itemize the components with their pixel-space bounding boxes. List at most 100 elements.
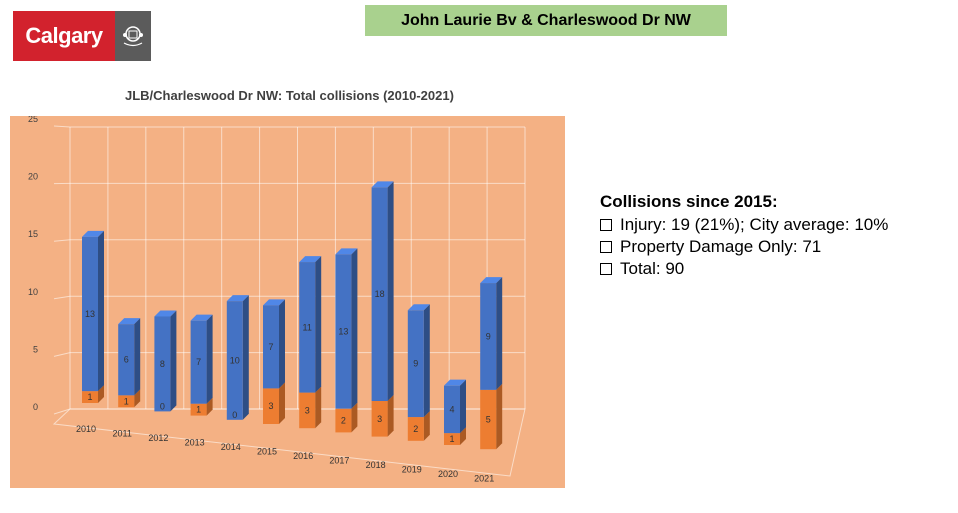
x-tick-label: 2012 <box>148 433 168 443</box>
bar-side-blue <box>279 299 285 389</box>
bar-segment-blue <box>263 305 279 389</box>
gridline-side <box>53 125 71 128</box>
gridline-side <box>53 295 71 300</box>
summary-item-label: Property Damage Only: 71 <box>620 237 822 256</box>
bar-top-blue <box>371 181 394 188</box>
collisions-bar-chart: 0510152025131201061201180201271201310020… <box>28 116 526 484</box>
x-tick-label: 2014 <box>221 442 241 452</box>
y-tick-label: 25 <box>28 116 38 124</box>
data-label-blue: 11 <box>303 322 312 332</box>
data-label-orange: 1 <box>124 396 129 406</box>
checkbox-icon <box>600 241 612 253</box>
data-label-orange: 1 <box>196 405 201 415</box>
bar-segment-blue <box>82 236 98 392</box>
bar-segment-orange <box>335 408 352 433</box>
bar-side-blue <box>206 314 213 404</box>
bar-segment-orange <box>190 403 207 416</box>
bar-top-blue <box>82 230 104 237</box>
bar-top-blue <box>226 295 249 302</box>
bar-segment-orange <box>263 388 279 424</box>
data-label-blue: 13 <box>85 309 95 319</box>
data-label-orange: 2 <box>413 424 418 434</box>
data-label-orange: 5 <box>486 415 491 425</box>
chart-title: JLB/Charleswood Dr NW: Total collisions … <box>125 88 454 103</box>
gridline-side <box>53 408 71 415</box>
bar-side-orange <box>98 385 104 403</box>
checkbox-icon <box>600 263 612 275</box>
bar-segment-orange <box>371 401 388 437</box>
data-label-blue: 9 <box>486 331 491 341</box>
data-label-blue: 4 <box>449 404 454 414</box>
gridline-side <box>53 352 71 357</box>
data-label-blue: 10 <box>230 355 240 365</box>
y-tick-label: 20 <box>28 172 38 182</box>
bar-top-blue <box>190 314 213 321</box>
page-title: John Laurie Bv & Charleswood Dr NW <box>365 5 727 36</box>
y-tick-label: 5 <box>33 344 38 354</box>
data-label-blue: 9 <box>413 359 418 369</box>
bar-segment-blue <box>299 262 316 393</box>
bar-side-orange <box>387 395 394 437</box>
summary-item-pdo: Property Damage Only: 71 <box>600 236 888 258</box>
bar-top-blue <box>299 256 322 263</box>
x-tick-label: 2016 <box>293 451 313 461</box>
bar-side-orange <box>351 402 358 433</box>
summary-heading: Collisions since 2015: <box>600 192 778 211</box>
x-tick-label: 2010 <box>76 424 96 434</box>
data-label-orange: 1 <box>87 392 92 402</box>
summary-item-injury: Injury: 19 (21%); City average: 10% <box>600 214 888 236</box>
data-label-blue: 7 <box>196 357 201 367</box>
bar-top-blue <box>263 299 285 306</box>
data-label-blue: 13 <box>338 327 348 337</box>
bar-side-blue <box>387 181 394 402</box>
data-label-blue: 8 <box>160 359 165 369</box>
bar-side-blue <box>242 295 249 420</box>
bar-top-blue <box>480 277 503 284</box>
bar-side-blue <box>351 248 358 409</box>
x-tick-label: 2011 <box>113 429 132 439</box>
bar-segment-blue <box>335 254 352 409</box>
bar-segment-orange <box>480 389 497 450</box>
checkbox-icon <box>600 219 612 231</box>
bar-side-blue <box>134 318 141 396</box>
x-tick-label: 2020 <box>438 469 458 479</box>
bar-side-orange <box>496 383 503 450</box>
bar-top-blue <box>444 379 466 386</box>
bar-segment-orange <box>82 391 98 403</box>
crest-icon <box>115 11 151 61</box>
data-label-blue: 18 <box>375 289 385 299</box>
bar-side-orange <box>134 389 141 408</box>
bar-side-blue <box>460 379 466 434</box>
bar-segment-blue <box>444 385 460 434</box>
chart-floor <box>52 408 526 477</box>
data-label-orange: 3 <box>377 414 382 424</box>
summary-item-label: Total: 90 <box>620 259 685 278</box>
x-tick-label: 2015 <box>257 447 277 457</box>
data-label-blue: 6 <box>124 355 129 365</box>
bar-side-blue <box>98 230 104 392</box>
bar-segment-blue <box>154 316 171 412</box>
bar-top-blue <box>118 318 141 325</box>
bar-side-blue <box>170 310 177 412</box>
bar-segment-orange <box>118 395 135 408</box>
data-label-orange: 1 <box>449 434 454 444</box>
bar-segment-blue <box>480 283 497 390</box>
bar-segment-orange <box>444 433 460 445</box>
bar-side-blue <box>496 277 503 390</box>
bar-side-orange <box>279 382 285 424</box>
bar-side-blue <box>315 256 322 393</box>
bar-side-orange <box>206 397 213 416</box>
bar-side-orange <box>315 386 322 429</box>
bar-segment-blue <box>118 324 135 396</box>
bar-side-blue <box>423 304 430 418</box>
bar-segment-orange <box>299 392 316 429</box>
x-tick-label: 2019 <box>402 465 422 475</box>
bar-segment-blue <box>407 310 424 418</box>
gridline-side <box>53 239 71 242</box>
data-label-orange: 0 <box>232 410 237 420</box>
x-tick-label: 2013 <box>185 438 205 448</box>
data-label-orange: 0 <box>160 401 165 411</box>
x-tick-label: 2017 <box>329 456 349 466</box>
logo-wordmark: Calgary <box>13 11 115 61</box>
x-tick-label: 2021 <box>474 474 494 484</box>
